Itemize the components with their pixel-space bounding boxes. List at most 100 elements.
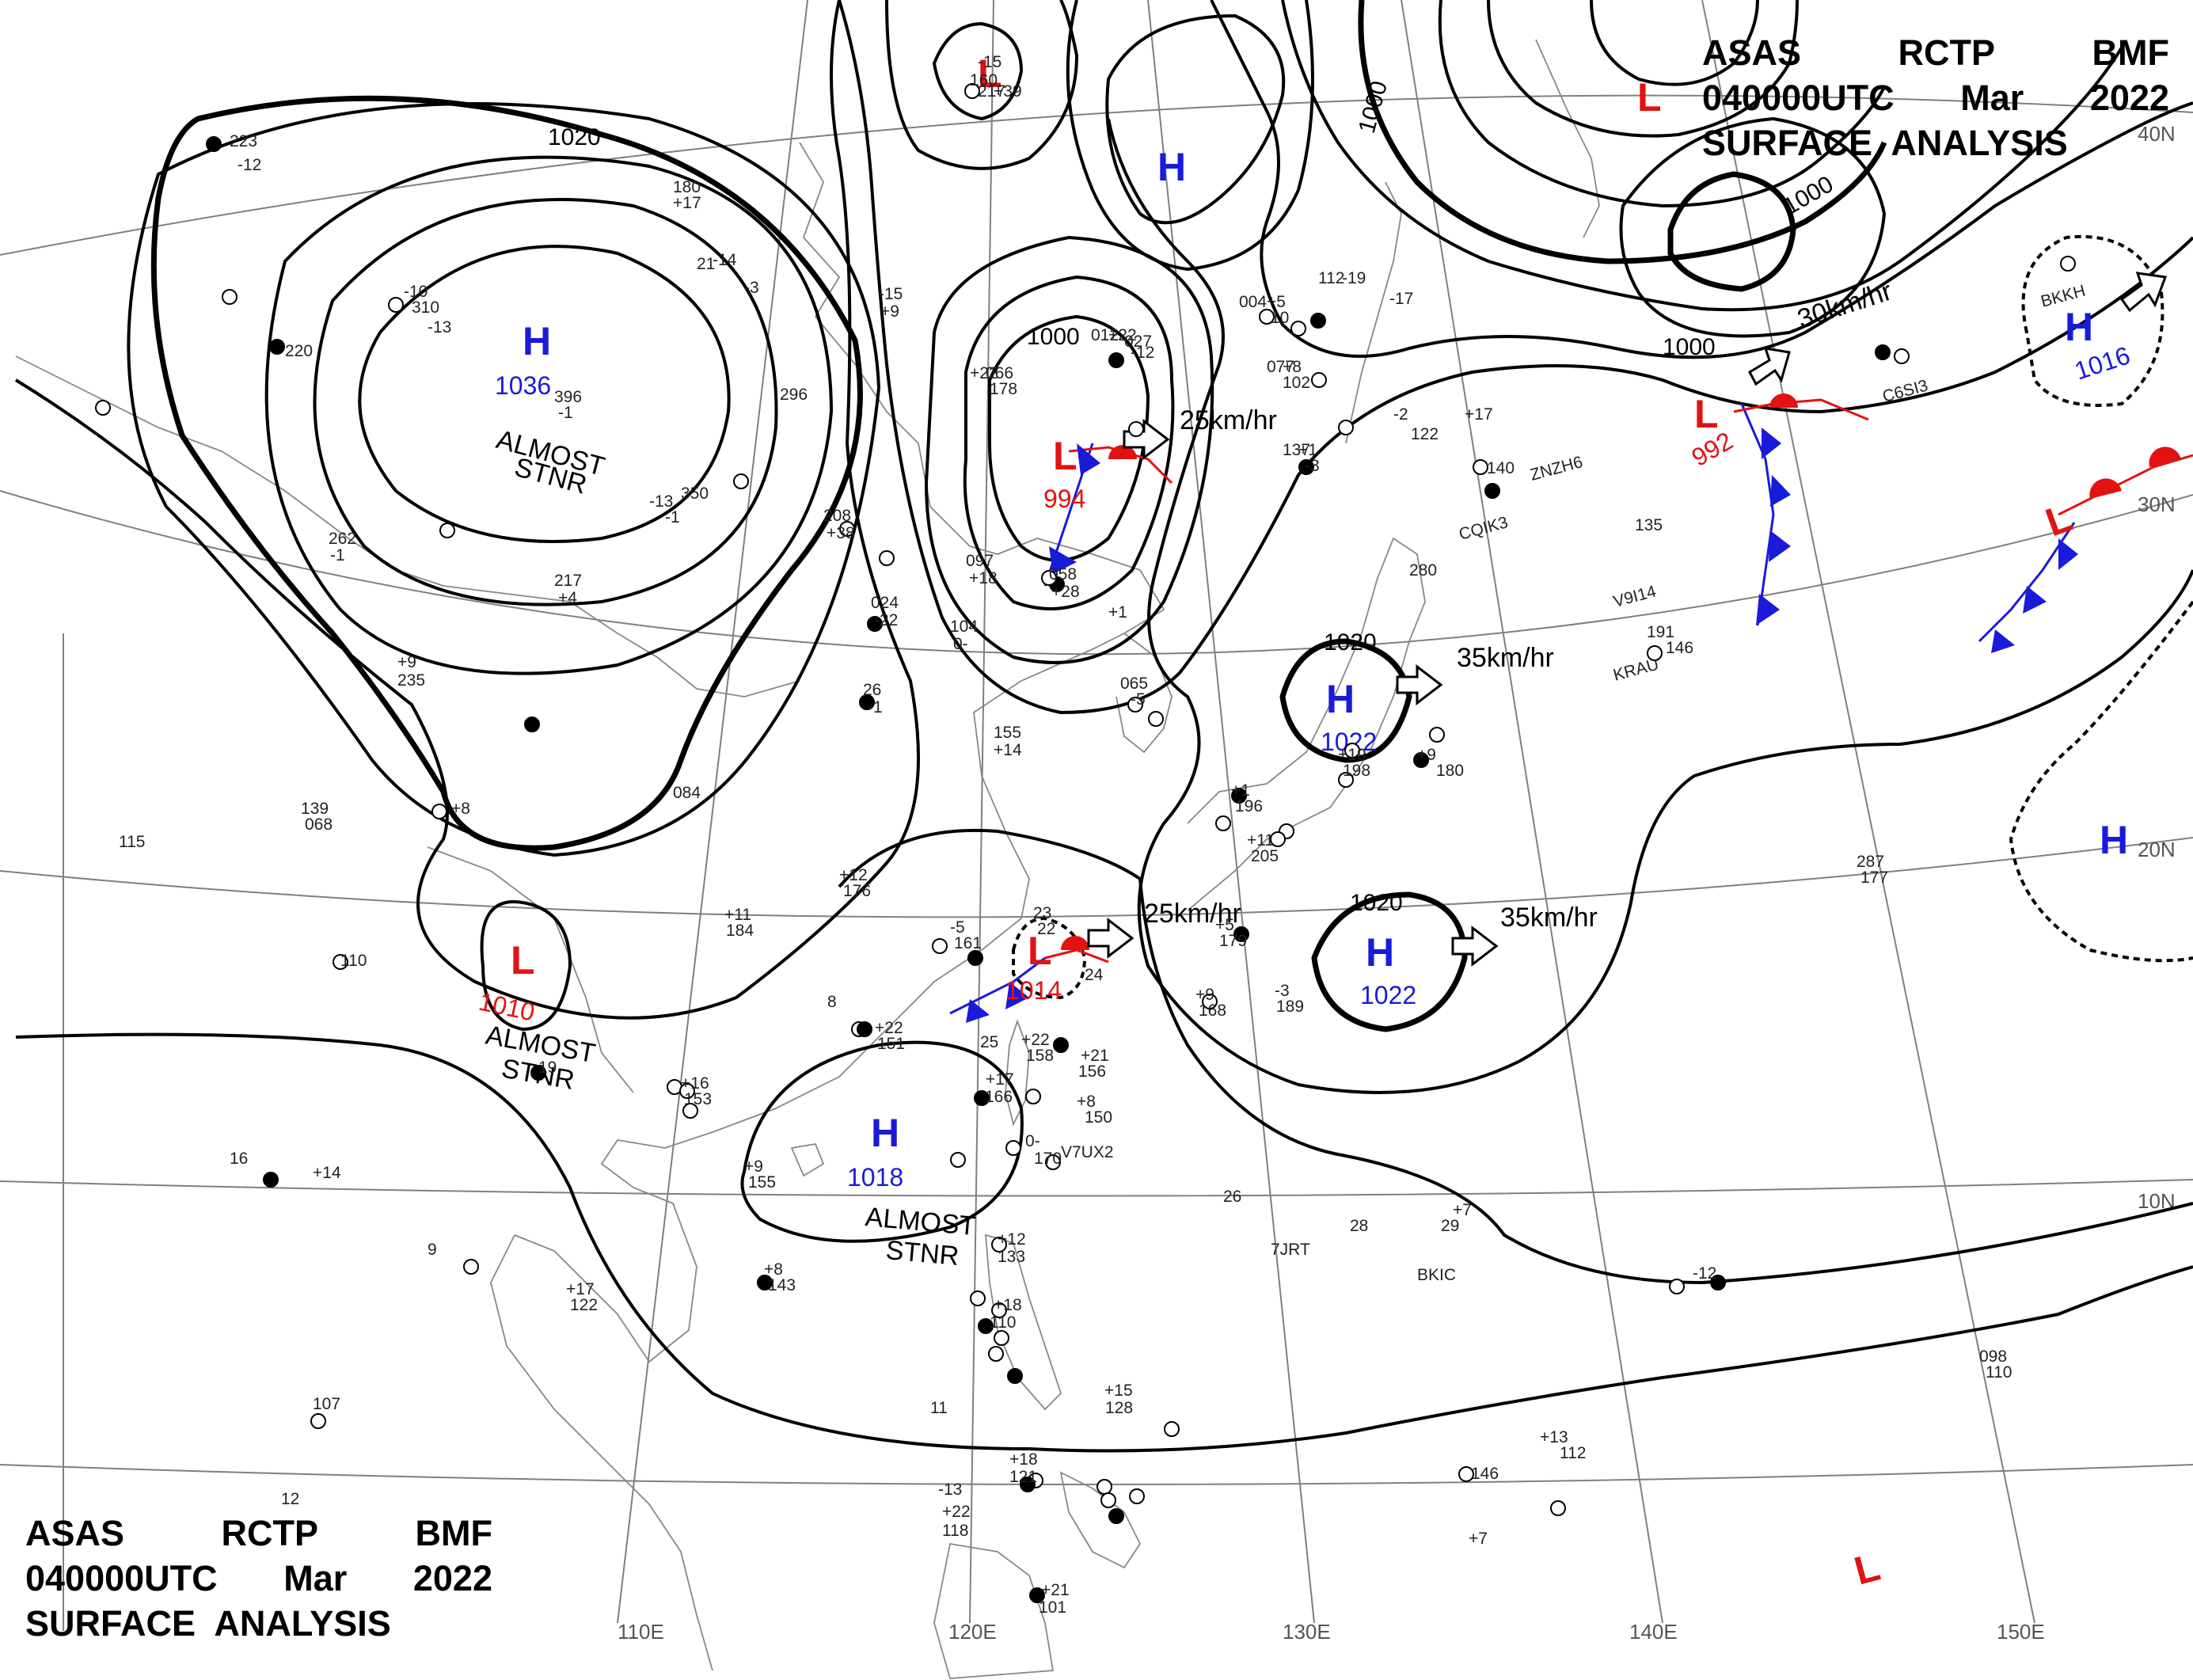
station-obs-value: 112 — [1560, 1444, 1586, 1462]
station-obs-value: 135 — [1635, 516, 1663, 534]
station-obs-value: -12 — [238, 156, 261, 174]
station-obs-value: 287 — [1857, 853, 1884, 871]
isobar-label: 1020 — [1350, 890, 1403, 916]
station-marker — [1647, 645, 1663, 661]
station-marker — [1215, 815, 1231, 831]
coastline-japan — [1187, 537, 1426, 911]
station-marker — [991, 1237, 1007, 1252]
isobar-label: 1020 — [548, 124, 601, 150]
isobar-1020-top-high — [1066, 0, 1314, 272]
station-marker — [1311, 372, 1327, 388]
high-center-value: 1022 — [1360, 981, 1416, 1009]
motion-arrow — [1451, 925, 1499, 967]
station-marker — [867, 616, 883, 632]
station-obs-value: +18 — [969, 569, 998, 587]
station-obs-value: 139 — [301, 800, 329, 818]
isobars-dashed — [1012, 234, 2193, 1000]
station-obs-value: 217 — [554, 572, 582, 590]
station-obs-value: 137 — [1283, 441, 1310, 459]
station-marker — [1259, 309, 1275, 325]
station-obs-value: -12 — [1693, 1264, 1716, 1283]
station-marker — [530, 1065, 546, 1081]
station-marker — [1338, 772, 1354, 788]
meridian-110e — [617, 0, 808, 1624]
station-obs-value: 0- — [1025, 1132, 1040, 1150]
station-obs-value: 122 — [1411, 425, 1439, 443]
station-obs-value: +14 — [994, 741, 1022, 759]
station-obs-value: 151 — [877, 1035, 905, 1053]
isobar-1028-high — [264, 155, 834, 675]
station-marker — [978, 1318, 994, 1334]
station-obs-value: -1 — [330, 546, 345, 564]
station-obs-value: 208 — [823, 507, 851, 525]
station-obs-value: 205 — [1251, 847, 1279, 865]
station-obs-value: 223 — [230, 132, 257, 150]
station-marker — [1338, 420, 1354, 435]
isobar-1016-ecs — [838, 828, 2193, 1285]
station-marker — [974, 1090, 990, 1106]
station-obs-value: 004 — [1239, 293, 1267, 311]
station-obs-value: +16 — [681, 1074, 709, 1093]
station-obs-value: +21 — [1081, 1047, 1109, 1065]
title-office: BMF — [415, 1513, 492, 1553]
station-obs-value: 21 — [697, 255, 715, 273]
station-obs-value: 166 — [985, 1088, 1013, 1106]
station-obs-value: -5 — [950, 918, 965, 937]
station-marker — [964, 83, 980, 99]
warm-front-semicircle — [1769, 393, 1798, 408]
station-obs-value: -13 — [938, 1480, 962, 1499]
station-obs-value: 8 — [827, 993, 837, 1011]
station-obs-value: +15 — [1104, 1382, 1133, 1400]
station-obs-value: +22 — [1021, 1031, 1050, 1049]
station-obs-value: +18 — [1009, 1450, 1038, 1469]
station-obs-value: 220 — [285, 342, 313, 360]
station-obs-value: 179 — [1219, 932, 1247, 950]
station-obs-value: +13 — [1540, 1428, 1568, 1446]
station-obs-value: +5 — [1267, 293, 1286, 311]
station-marker — [1413, 752, 1429, 768]
station-obs-value: +4 — [558, 589, 577, 607]
station-marker — [991, 1302, 1007, 1318]
station-obs-value: 280 — [1409, 561, 1437, 580]
station-obs-value: +9 — [1195, 986, 1214, 1004]
lon-label-140e: 140E — [1629, 1620, 1678, 1644]
station-obs-value: 198 — [1343, 762, 1370, 780]
station-obs-value: +39 — [994, 82, 1022, 101]
motion-arrow — [1087, 917, 1135, 960]
isobar-1024-top-high — [1105, 13, 1286, 225]
station-marker — [524, 716, 540, 732]
station-obs-value: 068 — [305, 815, 333, 834]
station-marker — [994, 1330, 1009, 1346]
low-center-symbol: L — [1028, 929, 1052, 973]
station-obs-value: 140 — [1487, 459, 1515, 477]
dashed-1016-high-east — [2009, 600, 2193, 963]
station-obs-value: 176 — [843, 882, 871, 900]
station-obs-value: 110 — [340, 952, 367, 970]
station-obs-value: 115 — [119, 833, 145, 851]
warm-front-semicircle — [2149, 447, 2181, 467]
station-marker — [1128, 421, 1144, 437]
cold-front-1014 — [949, 956, 1046, 1015]
parallel-20n — [0, 837, 2193, 918]
isobar-1000-low-994 — [988, 314, 1150, 562]
station-marker — [1875, 344, 1891, 360]
station-obs-value: +9 — [1417, 746, 1436, 764]
station-marker — [839, 521, 855, 537]
station-obs-value: 11 — [930, 1399, 948, 1417]
station-marker — [1020, 1477, 1036, 1492]
lat-label-30n: 30N — [2138, 492, 2176, 516]
station-obs-value: -13 — [649, 492, 673, 511]
station-obs-value: 177 — [1860, 869, 1888, 887]
high-center-symbol: H — [2100, 818, 2128, 862]
station-marker — [1005, 1140, 1021, 1156]
station-obs-value: +5 — [1215, 916, 1234, 934]
title-row-1: ASAS RCTP BMF — [1702, 30, 2169, 75]
title-time: 040000UTC — [1702, 78, 1895, 118]
station-marker — [1007, 1368, 1023, 1384]
high-center-symbol: H — [1326, 677, 1355, 721]
station-obs-value: -19 — [1342, 269, 1366, 287]
station-obs-value: -1 — [868, 698, 883, 716]
station-obs-value: 097 — [966, 552, 994, 570]
station-marker — [733, 473, 749, 489]
station-obs-value: 066 — [986, 364, 1013, 382]
